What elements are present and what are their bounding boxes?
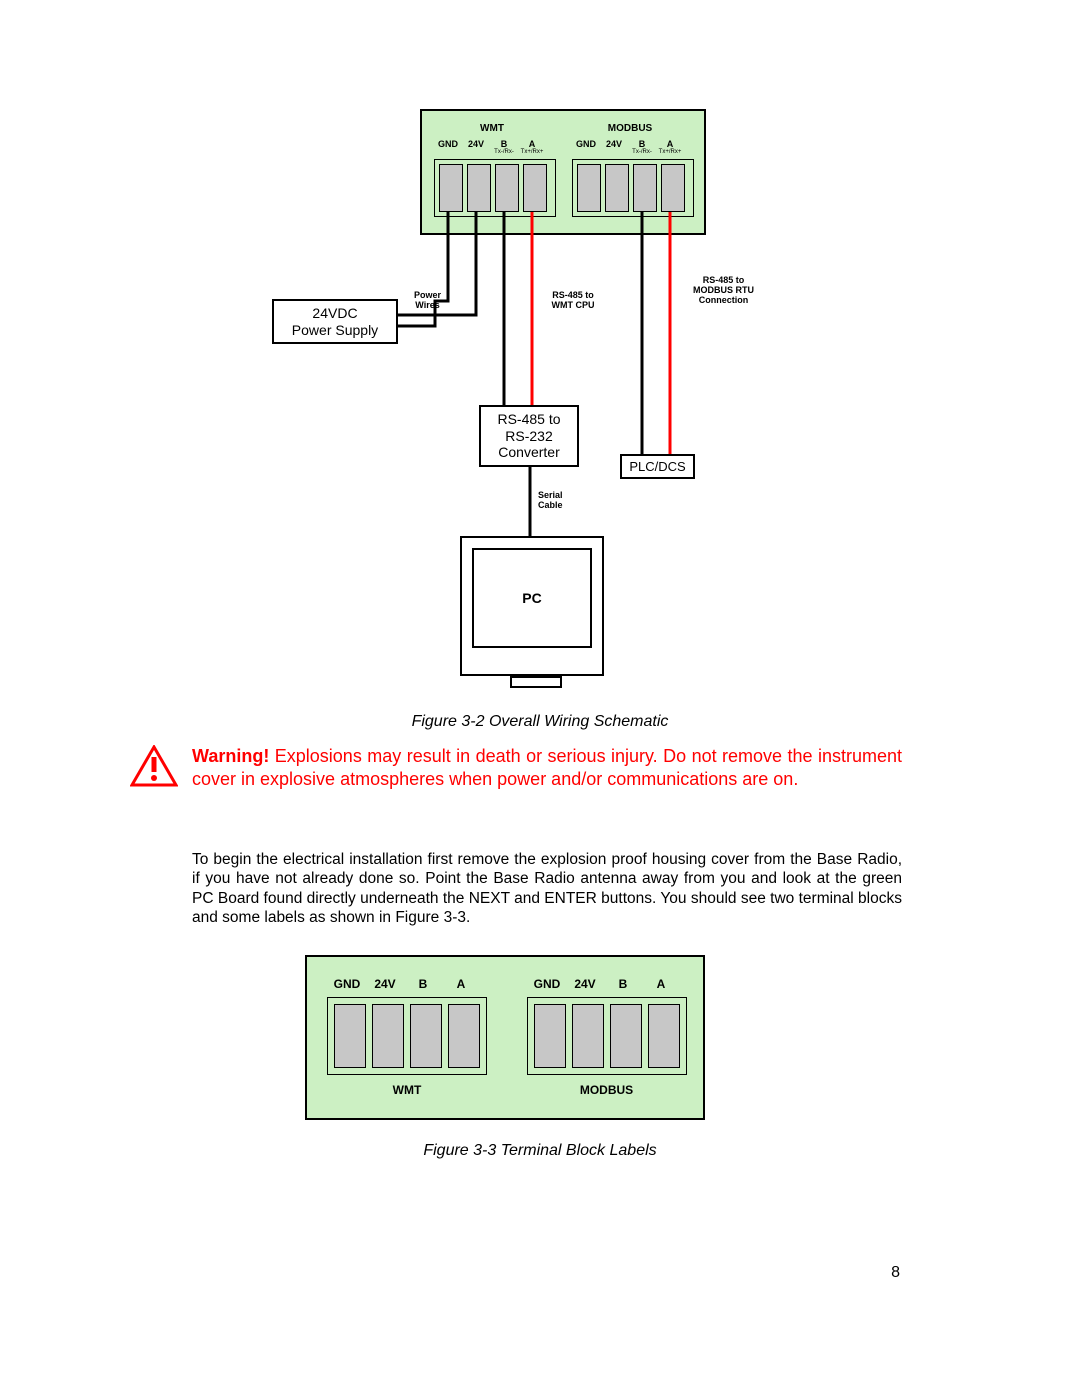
pc-stand	[510, 676, 562, 688]
warning-bold: Warning!	[192, 746, 269, 766]
wmt-header-2: WMT	[377, 1083, 437, 1097]
rs485-modbus-annotation: RS-485 to MODBUS RTU Connection	[686, 276, 761, 306]
terminal-pin	[534, 1004, 566, 1068]
pin-label: GND	[572, 139, 600, 149]
page-number: 8	[891, 1264, 900, 1282]
plc-dcs-label: PLC/DCS	[629, 459, 685, 475]
figure2-caption: Figure 3-3 Terminal Block Labels	[0, 1142, 1080, 1160]
pin-label: 24V	[567, 977, 603, 991]
rs485-wmt-annotation: RS-485 to WMT CPU	[544, 291, 602, 311]
terminal-pin	[605, 164, 629, 212]
pcb-board: WMT MODBUS GND 24V B A Tx-/Rx- Tx+/Rx+ G…	[420, 109, 706, 235]
converter-box: RS-485 to RS-232 Converter	[479, 405, 579, 467]
serial-cable-annotation: Serial Cable	[538, 491, 578, 511]
body-paragraph: To begin the electrical installation fir…	[192, 850, 902, 928]
pin-label: A	[656, 139, 684, 149]
document-page: WMT MODBUS GND 24V B A Tx-/Rx- Tx+/Rx+ G…	[0, 0, 1080, 1397]
terminal-pin	[372, 1004, 404, 1068]
power-supply-line2: Power Supply	[292, 322, 378, 339]
pc-monitor: PC	[460, 536, 604, 676]
wmt-header: WMT	[467, 123, 517, 134]
pin-label: B	[605, 977, 641, 991]
pin-sublabel: Tx+/Rx+	[656, 149, 684, 155]
pc-screen: PC	[472, 548, 592, 648]
warning-body: Explosions may result in death or seriou…	[192, 746, 902, 789]
wiring-schematic-diagram: WMT MODBUS GND 24V B A Tx-/Rx- Tx+/Rx+ G…	[280, 106, 820, 706]
terminal-pin	[467, 164, 491, 212]
wmt-terminal-group-2	[327, 997, 487, 1075]
pin-sublabel: Tx-/Rx-	[490, 149, 518, 155]
warning-paragraph: Warning! Explosions may result in death …	[192, 745, 902, 792]
pin-label: GND	[329, 977, 365, 991]
terminal-pin	[633, 164, 657, 212]
pcb-board-2: GND 24V B A GND 24V B A WMT MODBUS	[305, 955, 705, 1120]
pin-label: A	[443, 977, 479, 991]
terminal-pin	[610, 1004, 642, 1068]
power-wires-annotation: Power Wires	[405, 291, 450, 311]
pin-label: B	[490, 139, 518, 149]
pin-label: A	[518, 139, 546, 149]
terminal-pin	[448, 1004, 480, 1068]
pin-sublabel: Tx+/Rx+	[518, 149, 546, 155]
converter-line1: RS-485 to	[497, 411, 560, 428]
terminal-pin	[572, 1004, 604, 1068]
figure1-caption: Figure 3-2 Overall Wiring Schematic	[0, 713, 1080, 731]
power-supply-line1: 24VDC	[312, 305, 357, 322]
pin-sublabel: Tx-/Rx-	[628, 149, 656, 155]
power-supply-box: 24VDC Power Supply	[272, 299, 398, 344]
pin-label: B	[628, 139, 656, 149]
warning-icon	[130, 745, 178, 787]
terminal-pin	[577, 164, 601, 212]
terminal-pin	[661, 164, 685, 212]
pc-label: PC	[522, 590, 541, 606]
modbus-terminal-group-2	[527, 997, 687, 1075]
pin-label: GND	[529, 977, 565, 991]
modbus-terminal-group	[572, 159, 694, 217]
terminal-pin	[410, 1004, 442, 1068]
terminal-pin	[439, 164, 463, 212]
pin-label: B	[405, 977, 441, 991]
pin-label: 24V	[462, 139, 490, 149]
pin-label: 24V	[367, 977, 403, 991]
pin-label: A	[643, 977, 679, 991]
wmt-terminal-group	[434, 159, 556, 217]
plc-dcs-box: PLC/DCS	[620, 454, 695, 479]
converter-line2: RS-232	[505, 428, 552, 445]
terminal-pin	[523, 164, 547, 212]
modbus-header-2: MODBUS	[569, 1083, 644, 1097]
modbus-header: MODBUS	[600, 123, 660, 134]
pin-label: GND	[434, 139, 462, 149]
terminal-pin	[495, 164, 519, 212]
terminal-pin	[334, 1004, 366, 1068]
converter-line3: Converter	[498, 444, 559, 461]
terminal-pin	[648, 1004, 680, 1068]
pin-label: 24V	[600, 139, 628, 149]
terminal-block-diagram: GND 24V B A GND 24V B A WMT MODBUS	[305, 955, 705, 1120]
